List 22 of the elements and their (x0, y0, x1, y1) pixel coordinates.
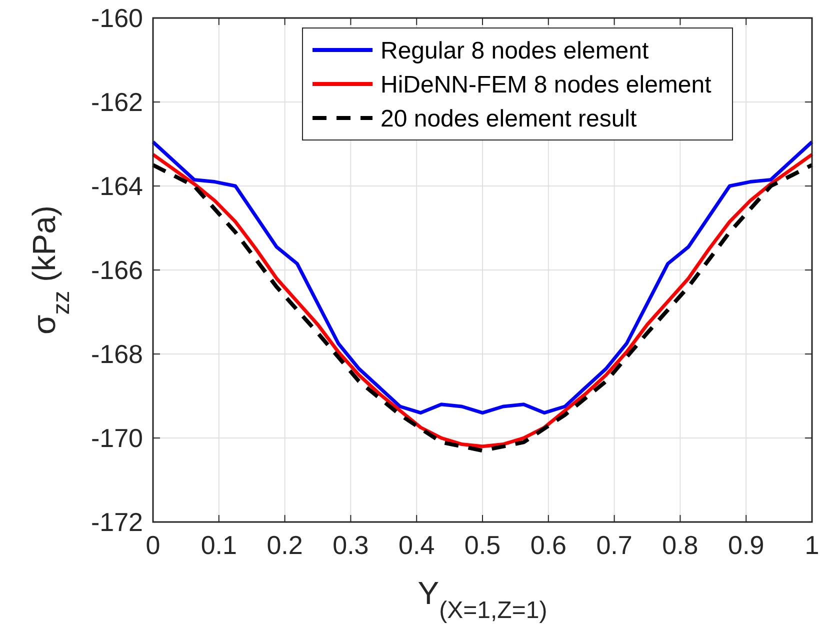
x-tick-label: 0.8 (662, 530, 698, 560)
y-tick-label: -160 (90, 3, 143, 34)
x-axis-title: Y$_{(X=1,Z=1)}$ (418, 575, 548, 624)
legend-label: HiDeNN-FEM 8 nodes element (380, 71, 712, 98)
x-tick-label: 0.9 (728, 530, 764, 560)
x-tick-label: 0.4 (398, 530, 435, 560)
y-tick-label: -166 (90, 255, 143, 286)
legend-label: 20 nodes element result (380, 105, 637, 132)
x-tick-label: 0.1 (200, 530, 237, 560)
y-tick-label: -168 (90, 339, 143, 370)
legend-label: Regular 8 nodes element (380, 37, 650, 64)
x-tick-label: 0.3 (332, 530, 369, 560)
x-tick-label: 1 (804, 530, 820, 560)
x-tick-label: 0.2 (266, 530, 303, 560)
x-tick-label: 0.5 (464, 530, 501, 560)
x-tick-label: 0.7 (596, 530, 632, 560)
x-tick-label: 0.6 (530, 530, 566, 560)
y-tick-label: -162 (90, 87, 143, 118)
y-tick-label: -164 (90, 171, 143, 202)
x-tick-label: 0 (146, 530, 160, 560)
y-tick-label: -172 (90, 507, 143, 538)
y-tick-label: -170 (90, 423, 143, 454)
